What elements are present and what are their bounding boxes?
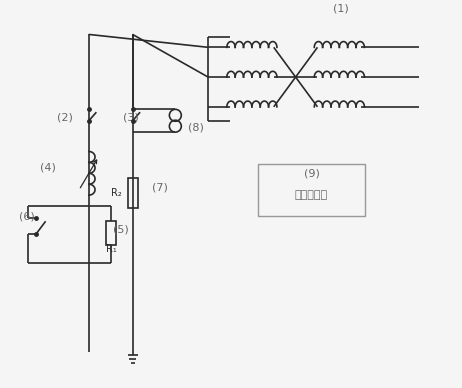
Text: (8): (8) [188, 123, 204, 133]
Text: (6): (6) [19, 212, 35, 222]
Bar [128, 178, 138, 208]
Bar [258, 165, 365, 216]
Text: R₂: R₂ [111, 188, 122, 198]
Text: (1): (1) [334, 3, 349, 14]
Text: (5): (5) [113, 225, 128, 235]
Text: 计算机控制: 计算机控制 [295, 190, 328, 200]
Text: (2): (2) [57, 113, 73, 123]
Text: (4): (4) [40, 162, 56, 172]
Bar [106, 221, 116, 245]
Text: R₁: R₁ [106, 244, 117, 254]
Text: (3): (3) [122, 113, 139, 123]
Text: (9): (9) [304, 168, 319, 178]
Text: (7): (7) [152, 182, 168, 192]
